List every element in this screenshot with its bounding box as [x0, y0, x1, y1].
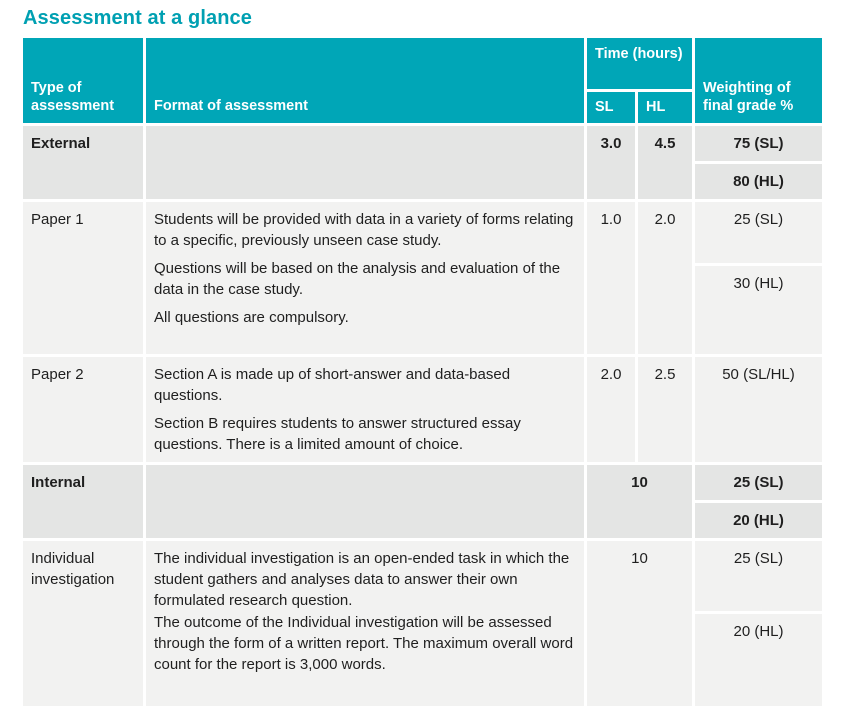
format-paragraph: Students will be provided with data in a…	[154, 211, 574, 249]
page-title: Assessment at a glance	[23, 7, 252, 29]
header-weighting: Weighting of final grade %	[695, 38, 822, 123]
time-merged-cell: 10	[587, 541, 692, 706]
assessment-table: Type of assessment Format of assessment …	[23, 38, 822, 706]
time-hl-cell: 2.0	[638, 202, 692, 354]
header-sl: SL	[587, 92, 635, 123]
weighting-sl: 25 (SL)	[695, 541, 822, 611]
weighting-hl: 30 (HL)	[695, 266, 822, 354]
weighting-hl: 20 (HL)	[695, 614, 822, 706]
header-hl: HL	[638, 92, 692, 123]
format-paragraph: Section B requires students to answer st…	[154, 415, 521, 453]
table-row-paper-1: Paper 1 Students will be provided with d…	[23, 202, 822, 354]
type-cell: Paper 2	[23, 357, 143, 462]
weighting-hl: 20 (HL)	[695, 503, 822, 538]
format-cell	[146, 465, 584, 538]
table-row-individual-investigation: Individual investigation The individual …	[23, 541, 822, 706]
format-paragraph: The individual investigation is an open-…	[154, 550, 570, 609]
type-cell: Individual investigation	[23, 541, 143, 706]
weighting-cell: 50 (SL/HL)	[695, 357, 822, 462]
type-cell: Internal	[23, 465, 143, 538]
table-row-paper-2: Paper 2 Section A is made up of short-an…	[23, 357, 822, 462]
format-paragraph: All questions are compulsory.	[154, 309, 349, 326]
format-cell: The individual investigation is an open-…	[146, 541, 584, 706]
table-row-internal: Internal 10 25 (SL) 20 (HL)	[23, 465, 822, 538]
format-cell	[146, 126, 584, 199]
weighting-sl: 25 (SL)	[695, 465, 822, 500]
type-cell: External	[23, 126, 143, 199]
weighting-cell: 25 (SL) 20 (HL)	[695, 541, 822, 706]
format-cell: Students will be provided with data in a…	[146, 202, 584, 354]
format-paragraph: Questions will be based on the analysis …	[154, 260, 561, 298]
table-header-row: Type of assessment Format of assessment …	[23, 38, 822, 123]
header-type-of-assessment: Type of assessment	[23, 38, 143, 123]
header-time-hours: Time (hours)	[587, 38, 692, 89]
time-hl-cell: 2.5	[638, 357, 692, 462]
weighting-slhl: 50 (SL/HL)	[695, 357, 822, 462]
weighting-hl: 80 (HL)	[695, 164, 822, 199]
format-paragraph: The outcome of the Individual investigat…	[154, 614, 574, 673]
format-paragraph: Section A is made up of short-answer and…	[154, 366, 511, 404]
time-merged-cell: 10	[587, 465, 692, 538]
weighting-cell: 75 (SL) 80 (HL)	[695, 126, 822, 199]
table-row-external: External 3.0 4.5 75 (SL) 80 (HL)	[23, 126, 822, 199]
type-cell: Paper 1	[23, 202, 143, 354]
header-format-of-assessment: Format of assessment	[146, 38, 584, 123]
weighting-cell: 25 (SL) 20 (HL)	[695, 465, 822, 538]
time-sl-cell: 1.0	[587, 202, 635, 354]
weighting-sl: 75 (SL)	[695, 126, 822, 161]
format-cell: Section A is made up of short-answer and…	[146, 357, 584, 462]
weighting-cell: 25 (SL) 30 (HL)	[695, 202, 822, 354]
time-sl-cell: 3.0	[587, 126, 635, 199]
time-hl-cell: 4.5	[638, 126, 692, 199]
time-sl-cell: 2.0	[587, 357, 635, 462]
weighting-sl: 25 (SL)	[695, 202, 822, 263]
